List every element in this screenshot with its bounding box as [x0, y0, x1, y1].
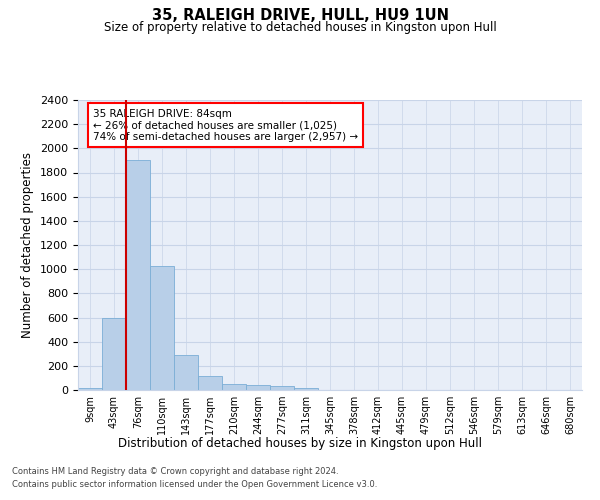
Bar	[270, 386, 294, 390]
Text: Distribution of detached houses by size in Kingston upon Hull: Distribution of detached houses by size …	[118, 438, 482, 450]
Text: Contains public sector information licensed under the Open Government Licence v3: Contains public sector information licen…	[12, 480, 377, 489]
Bar	[102, 318, 126, 390]
Bar	[222, 384, 246, 390]
Bar	[78, 388, 102, 390]
Bar	[198, 376, 222, 390]
Y-axis label: Number of detached properties: Number of detached properties	[22, 152, 34, 338]
Bar	[246, 385, 270, 390]
Text: 35, RALEIGH DRIVE, HULL, HU9 1UN: 35, RALEIGH DRIVE, HULL, HU9 1UN	[151, 8, 449, 22]
Text: Size of property relative to detached houses in Kingston upon Hull: Size of property relative to detached ho…	[104, 21, 496, 34]
Bar	[150, 266, 174, 390]
Bar	[174, 355, 198, 390]
Bar	[126, 160, 150, 390]
Bar	[294, 388, 318, 390]
Text: 35 RALEIGH DRIVE: 84sqm
← 26% of detached houses are smaller (1,025)
74% of semi: 35 RALEIGH DRIVE: 84sqm ← 26% of detache…	[93, 108, 358, 142]
Text: Contains HM Land Registry data © Crown copyright and database right 2024.: Contains HM Land Registry data © Crown c…	[12, 468, 338, 476]
